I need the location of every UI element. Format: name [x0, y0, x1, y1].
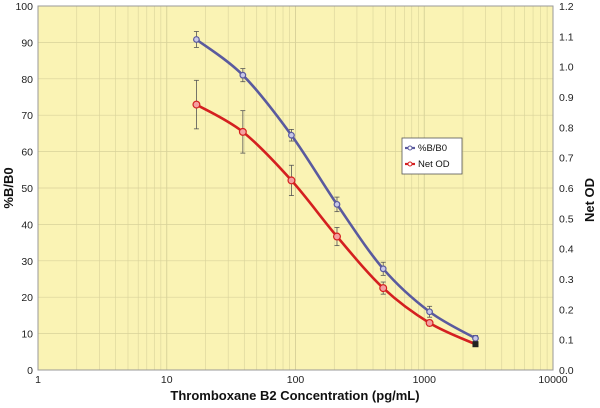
x-tick-label: 1	[35, 374, 41, 386]
data-point-net-od	[379, 284, 388, 293]
data-point-net-od	[425, 318, 434, 327]
y-tick-label: 70	[21, 110, 33, 122]
legend-box	[401, 137, 463, 175]
data-point-b-b0	[426, 308, 433, 316]
series	[192, 36, 479, 348]
y2-tick-label: 0.9	[559, 92, 574, 104]
data-point-b-b0	[333, 200, 341, 208]
data-point-net-od	[332, 232, 341, 241]
x-tick-label: 10	[161, 374, 173, 386]
legend-marker-net-od	[407, 161, 413, 167]
y-tick-label: 0	[27, 365, 33, 377]
data-point-b-b0	[288, 131, 295, 139]
x-tick-label: 1000	[413, 374, 437, 386]
y2-tick-label: 1.2	[559, 1, 574, 13]
y2-axis-title: Net OD	[582, 178, 597, 222]
y2-tick-label: 0.0	[559, 365, 574, 377]
x-tick-label: 100	[287, 374, 305, 386]
data-point-b-b0	[379, 265, 387, 273]
y2-tick-label: 0.4	[559, 244, 574, 256]
x-tick-label: 10000	[538, 374, 567, 386]
data-point-net-od	[472, 341, 479, 348]
data-point-net-od	[192, 100, 201, 109]
tick-labels: 1 10 100 1000 10000 0 10 20 30 40 50 60 70 80 90 100 0.0…	[15, 1, 573, 386]
data-point-b-b0	[193, 36, 200, 43]
y2-tick-label: 0.6	[559, 183, 574, 195]
y-tick-label: 90	[21, 37, 33, 49]
grid	[38, 6, 553, 370]
y-tick-label: 10	[21, 329, 33, 341]
plot-frame	[37, 5, 554, 371]
y2-tick-label: 0.5	[559, 213, 574, 225]
y2-tick-label: 1.1	[559, 31, 574, 43]
legend-label-b-b0: %B/B0	[418, 143, 447, 154]
y2-tick-label: 1.0	[559, 62, 574, 74]
y-tick-label: 100	[15, 1, 33, 13]
y-tick-label: 60	[21, 147, 33, 159]
y2-tick-label: 0.7	[559, 153, 574, 165]
y-tick-label: 50	[21, 183, 33, 195]
y2-tick-label: 0.1	[559, 335, 574, 347]
y-tick-label: 40	[21, 219, 33, 231]
y-tick-label: 80	[21, 74, 33, 86]
data-point-b-b0	[472, 334, 479, 342]
y2-tick-label: 0.2	[559, 304, 574, 316]
data-point-b-b0	[239, 71, 247, 79]
y-tick-label: 20	[21, 292, 33, 304]
data-point-net-od	[287, 176, 296, 185]
legend-label-net-od: Net OD	[418, 159, 450, 170]
legend-marker-b-b0	[407, 145, 413, 151]
y2-tick-label: 0.3	[559, 274, 574, 286]
legend: %B/B0 Net OD	[401, 137, 463, 175]
x-axis-title: Thromboxane B2 Concentration (pg/mL)	[170, 388, 419, 403]
y-tick-label: 30	[21, 256, 33, 268]
y2-tick-label: 0.8	[559, 122, 574, 134]
y-axis-title: %B/B0	[1, 167, 16, 208]
data-point-net-od	[238, 127, 247, 136]
